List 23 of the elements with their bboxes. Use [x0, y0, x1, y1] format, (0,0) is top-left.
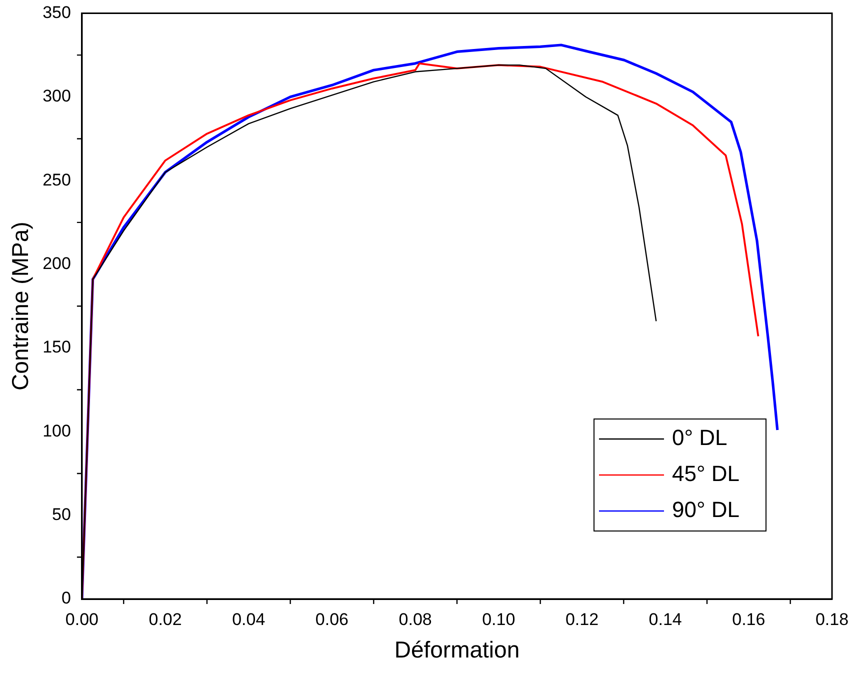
- y-tick-label: 50: [52, 505, 71, 524]
- y-tick-label: 100: [42, 421, 71, 440]
- legend-label: 90° DL: [672, 497, 740, 522]
- x-tick-label: 0.08: [398, 610, 432, 629]
- x-tick-label: 0.04: [232, 610, 266, 629]
- x-tick-label: 0.10: [482, 610, 516, 629]
- x-tick-label: 0.16: [732, 610, 766, 629]
- x-tick-label: 0.06: [315, 610, 349, 629]
- y-axis-title: Contraine (MPa): [7, 222, 34, 390]
- y-tick-label: 150: [42, 338, 71, 357]
- y-tick-label: 200: [42, 254, 71, 273]
- x-tick-label: 0.00: [65, 610, 99, 629]
- x-tick-label: 0.12: [565, 610, 599, 629]
- legend-label: 0° DL: [672, 425, 728, 450]
- x-axis-title: Déformation: [394, 636, 520, 663]
- y-tick-label: 250: [42, 170, 71, 190]
- x-tick-label: 0.14: [648, 610, 682, 629]
- legend-label: 45° DL: [672, 461, 740, 486]
- x-tick-label: 0.02: [148, 610, 182, 629]
- x-tick-label: 0.18: [815, 610, 849, 629]
- y-tick-label: 300: [42, 86, 71, 106]
- y-tick-label: 350: [42, 2, 71, 22]
- y-tick-label: 0: [61, 588, 71, 608]
